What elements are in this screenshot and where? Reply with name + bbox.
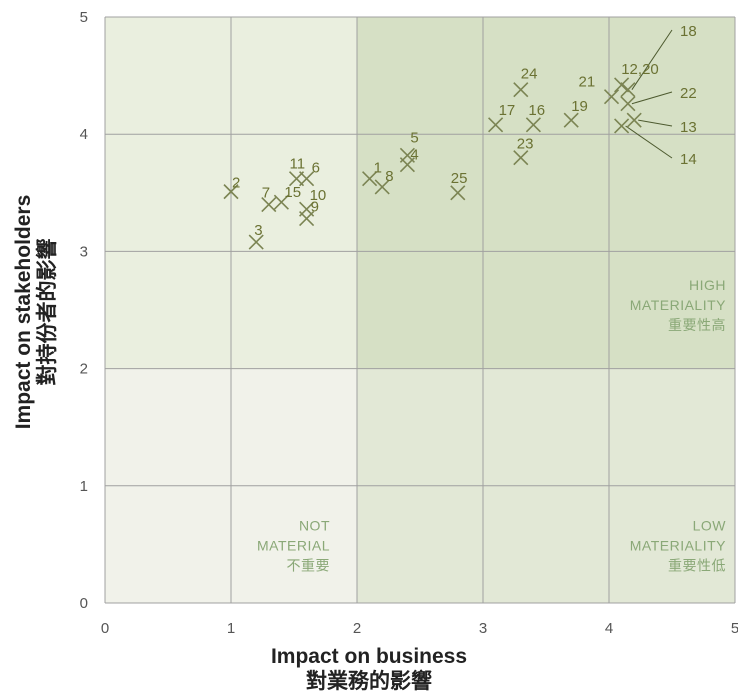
- leader-line: [631, 29, 673, 90]
- zone-label-not-material: NOT: [299, 517, 330, 533]
- point-label: 18: [680, 23, 697, 40]
- x-tick-label: 4: [605, 620, 613, 637]
- grid-lines: [104, 16, 736, 604]
- point-label: 3: [254, 222, 262, 239]
- point-label: 5: [410, 129, 418, 146]
- x-axis-title-zh: 對業務的影響: [306, 670, 432, 693]
- point-21: [603, 89, 620, 105]
- zone-label-not-material: MATERIAL: [257, 537, 330, 553]
- point-19: [563, 112, 579, 128]
- point-11: [288, 171, 305, 187]
- point-24: [513, 82, 529, 98]
- point-label: 15: [284, 184, 301, 201]
- point-16: [525, 117, 541, 133]
- zone-high-materiality-bg: [357, 17, 735, 369]
- zone-labels: NOT MATERIAL 不重要 LOW MATERIALITY 重要性低 HIGH MATE…: [257, 277, 726, 573]
- point-label: 4: [410, 147, 418, 164]
- x-tick-label: 3: [479, 620, 487, 637]
- point-labels: 123456789101112,201314151617181921222324…: [232, 23, 697, 239]
- point-label: 10: [310, 187, 327, 204]
- point-label: 22: [680, 85, 697, 102]
- point-13: [626, 112, 642, 128]
- point-14: [614, 118, 630, 134]
- point-15: [273, 194, 289, 210]
- point-label: 14: [680, 151, 697, 168]
- point-23: [513, 150, 529, 166]
- point-label: 25: [451, 170, 468, 187]
- point-label: 23: [517, 136, 534, 153]
- point-label: 21: [579, 74, 596, 91]
- x-axis-title-en: Impact on business: [270, 645, 468, 668]
- y-tick-label: 0: [80, 595, 88, 612]
- point-18: [620, 82, 636, 98]
- point-25: [450, 185, 466, 201]
- point-label: 24: [521, 66, 538, 83]
- point-10: [299, 201, 315, 217]
- point-label: 1: [374, 160, 382, 177]
- zone-label-high-materiality: 重要性高: [668, 317, 726, 333]
- x-tick-label: 0: [101, 620, 109, 637]
- y-axis-title-en: Impact on stakeholders: [12, 194, 35, 430]
- x-tick-label: 2: [353, 620, 361, 637]
- point-label: 2: [232, 175, 240, 192]
- x-tick-label: 5: [731, 620, 738, 637]
- point-8: [374, 179, 390, 195]
- point-5: [399, 147, 415, 163]
- point-7: [261, 196, 277, 213]
- y-tick-label: 5: [80, 9, 88, 26]
- point-2: [223, 184, 239, 200]
- point-label: 17: [499, 102, 516, 119]
- point-label: 8: [385, 168, 393, 185]
- point-3: [248, 234, 264, 250]
- x-tick-label: 1: [227, 620, 235, 637]
- point-label: 16: [528, 102, 545, 119]
- point-label: 7: [262, 185, 270, 202]
- y-tick-label: 1: [80, 478, 88, 495]
- y-tick-label: 3: [80, 243, 88, 260]
- zone-label-low-materiality: 重要性低: [668, 557, 726, 573]
- leader-line: [631, 91, 673, 105]
- point-label: 19: [571, 98, 588, 115]
- point-17: [488, 117, 504, 133]
- zone-label-high-materiality: MATERIALITY: [630, 297, 726, 313]
- leader-line: [625, 125, 673, 159]
- point-label: 13: [680, 119, 697, 136]
- leader-lines: [625, 29, 673, 159]
- y-axis-title-zh: 對持份者的影響: [36, 238, 59, 386]
- point-label: 9: [311, 199, 319, 216]
- zone-label-not-material: 不重要: [287, 557, 331, 573]
- point-label: 11: [290, 156, 306, 173]
- zone-label-low-materiality: MATERIALITY: [630, 537, 726, 553]
- y-tick-label: 4: [80, 126, 88, 143]
- point-label: 6: [312, 160, 320, 177]
- point-22: [620, 96, 636, 112]
- zone-label-high-materiality: HIGH: [689, 277, 726, 293]
- data-points: [223, 77, 642, 250]
- leader-line: [638, 119, 673, 127]
- x-axis-title: Impact on business 對業務的影響: [0, 644, 738, 694]
- y-axis-title: Impact on stakeholders 對持份者的影響: [12, 112, 60, 512]
- point-label: 12,20: [621, 61, 659, 78]
- zone-label-low-materiality: LOW: [693, 517, 727, 533]
- point-1: [362, 171, 378, 187]
- point-12-20: [614, 77, 630, 93]
- y-tick-label: 2: [80, 361, 88, 378]
